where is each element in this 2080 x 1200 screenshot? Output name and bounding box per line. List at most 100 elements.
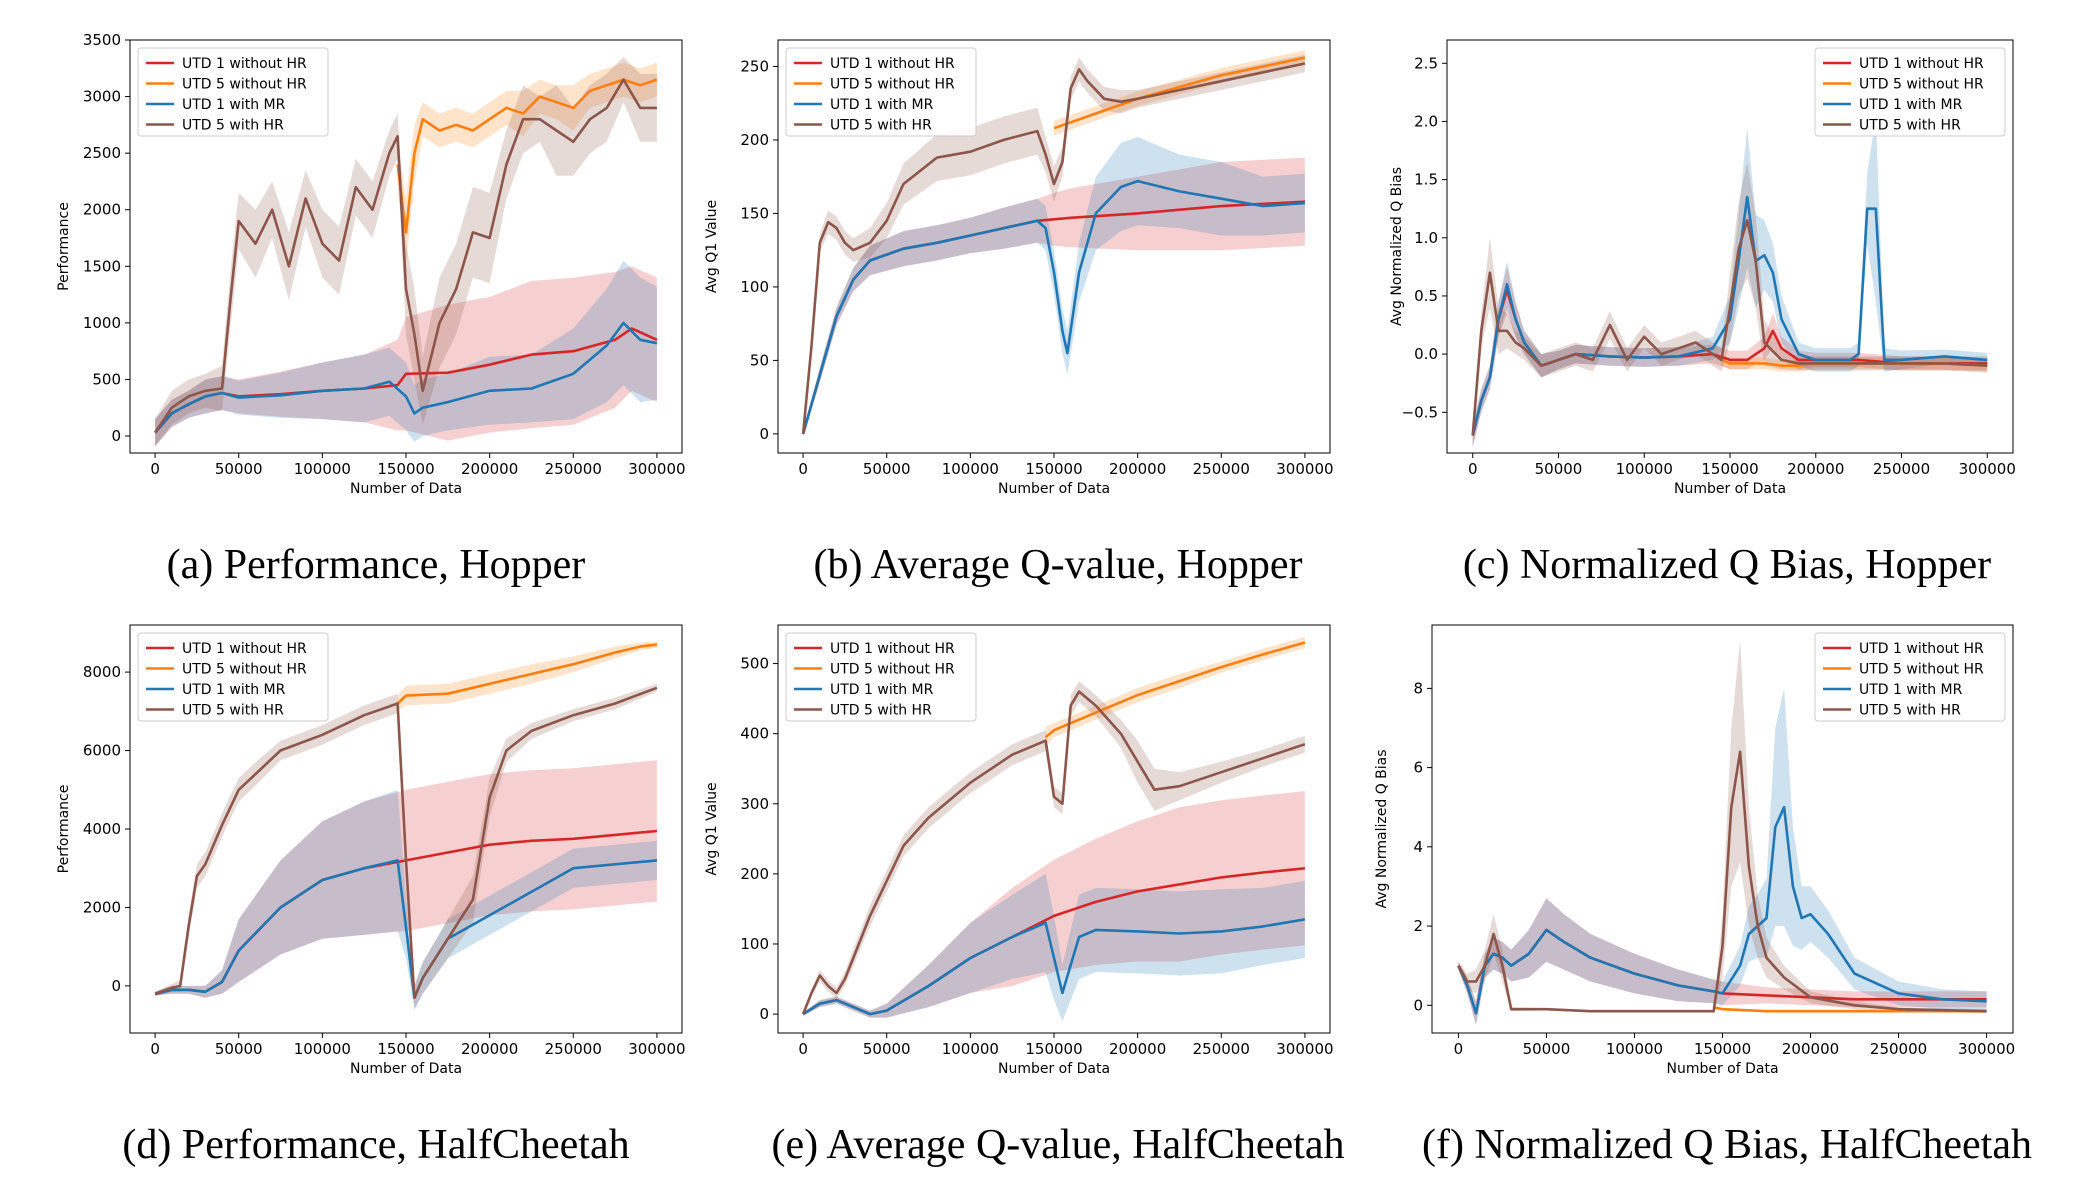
y-tick-label: 8 [1413,679,1423,697]
legend-box [1814,632,2006,722]
legend-box [137,632,329,722]
legend-label: UTD 5 with HR [182,703,284,719]
y-tick-label: 6 [1413,759,1423,777]
y-tick-label: 4 [1413,838,1423,856]
x-tick-label: 250000 [1873,460,1930,478]
series-line-utd5_with_hr [801,690,1306,1015]
legend-label: UTD 5 without HR [1859,662,1984,678]
series-line-utd5_without_hr [396,78,658,234]
x-tick-label: 100000 [942,460,999,478]
y-axis-label: Performance [56,202,72,291]
x-axis-label: Number of Data [998,481,1110,497]
x-tick-label: 200000 [1787,460,1844,478]
x-axis-label: Number of Data [1674,481,1786,497]
legend-box [785,632,977,722]
chart-caption: (d) Performance, HalfCheetah [122,1122,629,1168]
x-axis-label: Number of Data [998,1061,1110,1077]
x-tick-label: 300000 [1959,460,2016,478]
y-tick-label: 400 [740,725,769,743]
plot-area [154,641,658,1010]
chart-caption: (a) Performance, Hopper [167,542,586,588]
legend-label: UTD 5 with HR [1859,703,1961,719]
y-axis-label: Avg Normalized Q Bias [1389,167,1405,326]
chart-caption: (c) Normalized Q Bias, Hopper [1463,542,1991,588]
legend-box [1814,47,2006,137]
y-tick-label: 4000 [83,820,121,838]
legend: UTD 1 without HR UTD 5 without HR UTD 1 wi… [1814,47,2006,137]
x-axis-label: Number of Data [350,1061,462,1077]
legend-label: UTD 5 with HR [182,118,284,134]
y-tick-label: 2 [1413,917,1423,935]
x-tick-label: 50000 [215,1040,263,1058]
legend-label: UTD 1 with MR [830,97,934,113]
x-tick-label: 100000 [1616,460,1673,478]
band-utd1_without_hr [155,266,657,447]
legend-label: UTD 1 without HR [830,56,955,72]
band-utd1_with_mr [803,137,1305,437]
y-tick-label: 2000 [83,898,121,916]
legend: UTD 1 without HR UTD 5 without HR UTD 1 wi… [137,47,329,137]
x-tick-label: 200000 [1109,1040,1166,1058]
band-utd1_without_hr [1458,898,1987,1026]
x-tick-label: 250000 [1870,1040,1927,1058]
x-tick-label: 150000 [377,460,434,478]
series-line-utd5_without_hr [1044,641,1306,739]
chart-caption: (e) Average Q-value, HalfCheetah [772,1122,1345,1168]
legend-label: UTD 1 with MR [182,97,286,113]
series-line-utd1_with_mr [154,859,658,999]
y-tick-label: 1000 [83,314,121,332]
series-line-utd5_with_hr [1471,219,1988,436]
y-tick-label: 50 [750,351,769,369]
y-tick-label: 300 [740,795,769,813]
y-axis-label: Performance [56,785,72,874]
x-tick-label: 250000 [545,460,602,478]
y-tick-label: 2.5 [1414,54,1438,72]
y-tick-label: 3500 [83,31,121,49]
legend-box [137,47,329,137]
series-line-utd1_with_mr [154,321,658,434]
legend: UTD 1 without HR UTD 5 without HR UTD 1 wi… [785,632,977,722]
y-tick-label: 2500 [83,144,121,162]
x-tick-label: 200000 [461,460,518,478]
chart-e: 0 50000 100000 150000 200000 250000 300000 0 100… [704,624,1345,1168]
chart-caption: (b) Average Q-value, Hopper [813,542,1302,588]
y-tick-label: 0 [111,427,121,445]
y-tick-label: 100 [740,935,769,953]
x-tick-label: 50000 [1535,460,1583,478]
series-line-utd5_without_hr [396,643,658,705]
y-tick-label: 0.0 [1414,345,1438,363]
y-tick-label: 200 [740,131,769,149]
x-tick-label: 0 [150,1040,160,1058]
y-tick-label: 500 [740,655,769,673]
legend-label: UTD 5 with HR [830,703,932,719]
x-tick-label: 0 [1468,460,1478,478]
x-tick-label: 50000 [863,460,911,478]
band-utd5_with_hr [803,54,1305,437]
x-tick-label: 150000 [1025,1040,1082,1058]
x-axis-label: Number of Data [350,481,462,497]
y-tick-label: 3000 [83,88,121,106]
x-tick-label: 250000 [545,1040,602,1058]
x-tick-label: 200000 [1782,1040,1839,1058]
x-tick-label: 0 [798,1040,808,1058]
band-utd5_without_hr [397,62,657,267]
x-tick-label: 50000 [215,460,263,478]
legend-box [785,47,977,137]
y-tick-label: 1500 [83,257,121,275]
y-tick-label: 0 [759,425,769,443]
y-tick-label: 2.0 [1414,112,1438,130]
legend-label: UTD 1 without HR [182,56,307,72]
x-tick-label: 150000 [1694,1040,1751,1058]
chart-d: 0 50000 100000 150000 200000 250000 300000 0 200… [56,624,686,1168]
y-tick-label: 1.0 [1414,229,1438,247]
legend-label: UTD 5 without HR [182,77,307,93]
plot-area [1471,115,1988,448]
y-tick-label: 500 [92,370,121,388]
plot-area [1457,640,1987,1026]
plot-area [154,57,658,447]
x-tick-label: 300000 [1276,1040,1333,1058]
legend-label: UTD 1 without HR [182,641,307,657]
x-tick-label: 150000 [1025,460,1082,478]
legend-label: UTD 5 without HR [1859,77,1984,93]
y-axis-label: Avg Q1 Value [704,200,720,293]
